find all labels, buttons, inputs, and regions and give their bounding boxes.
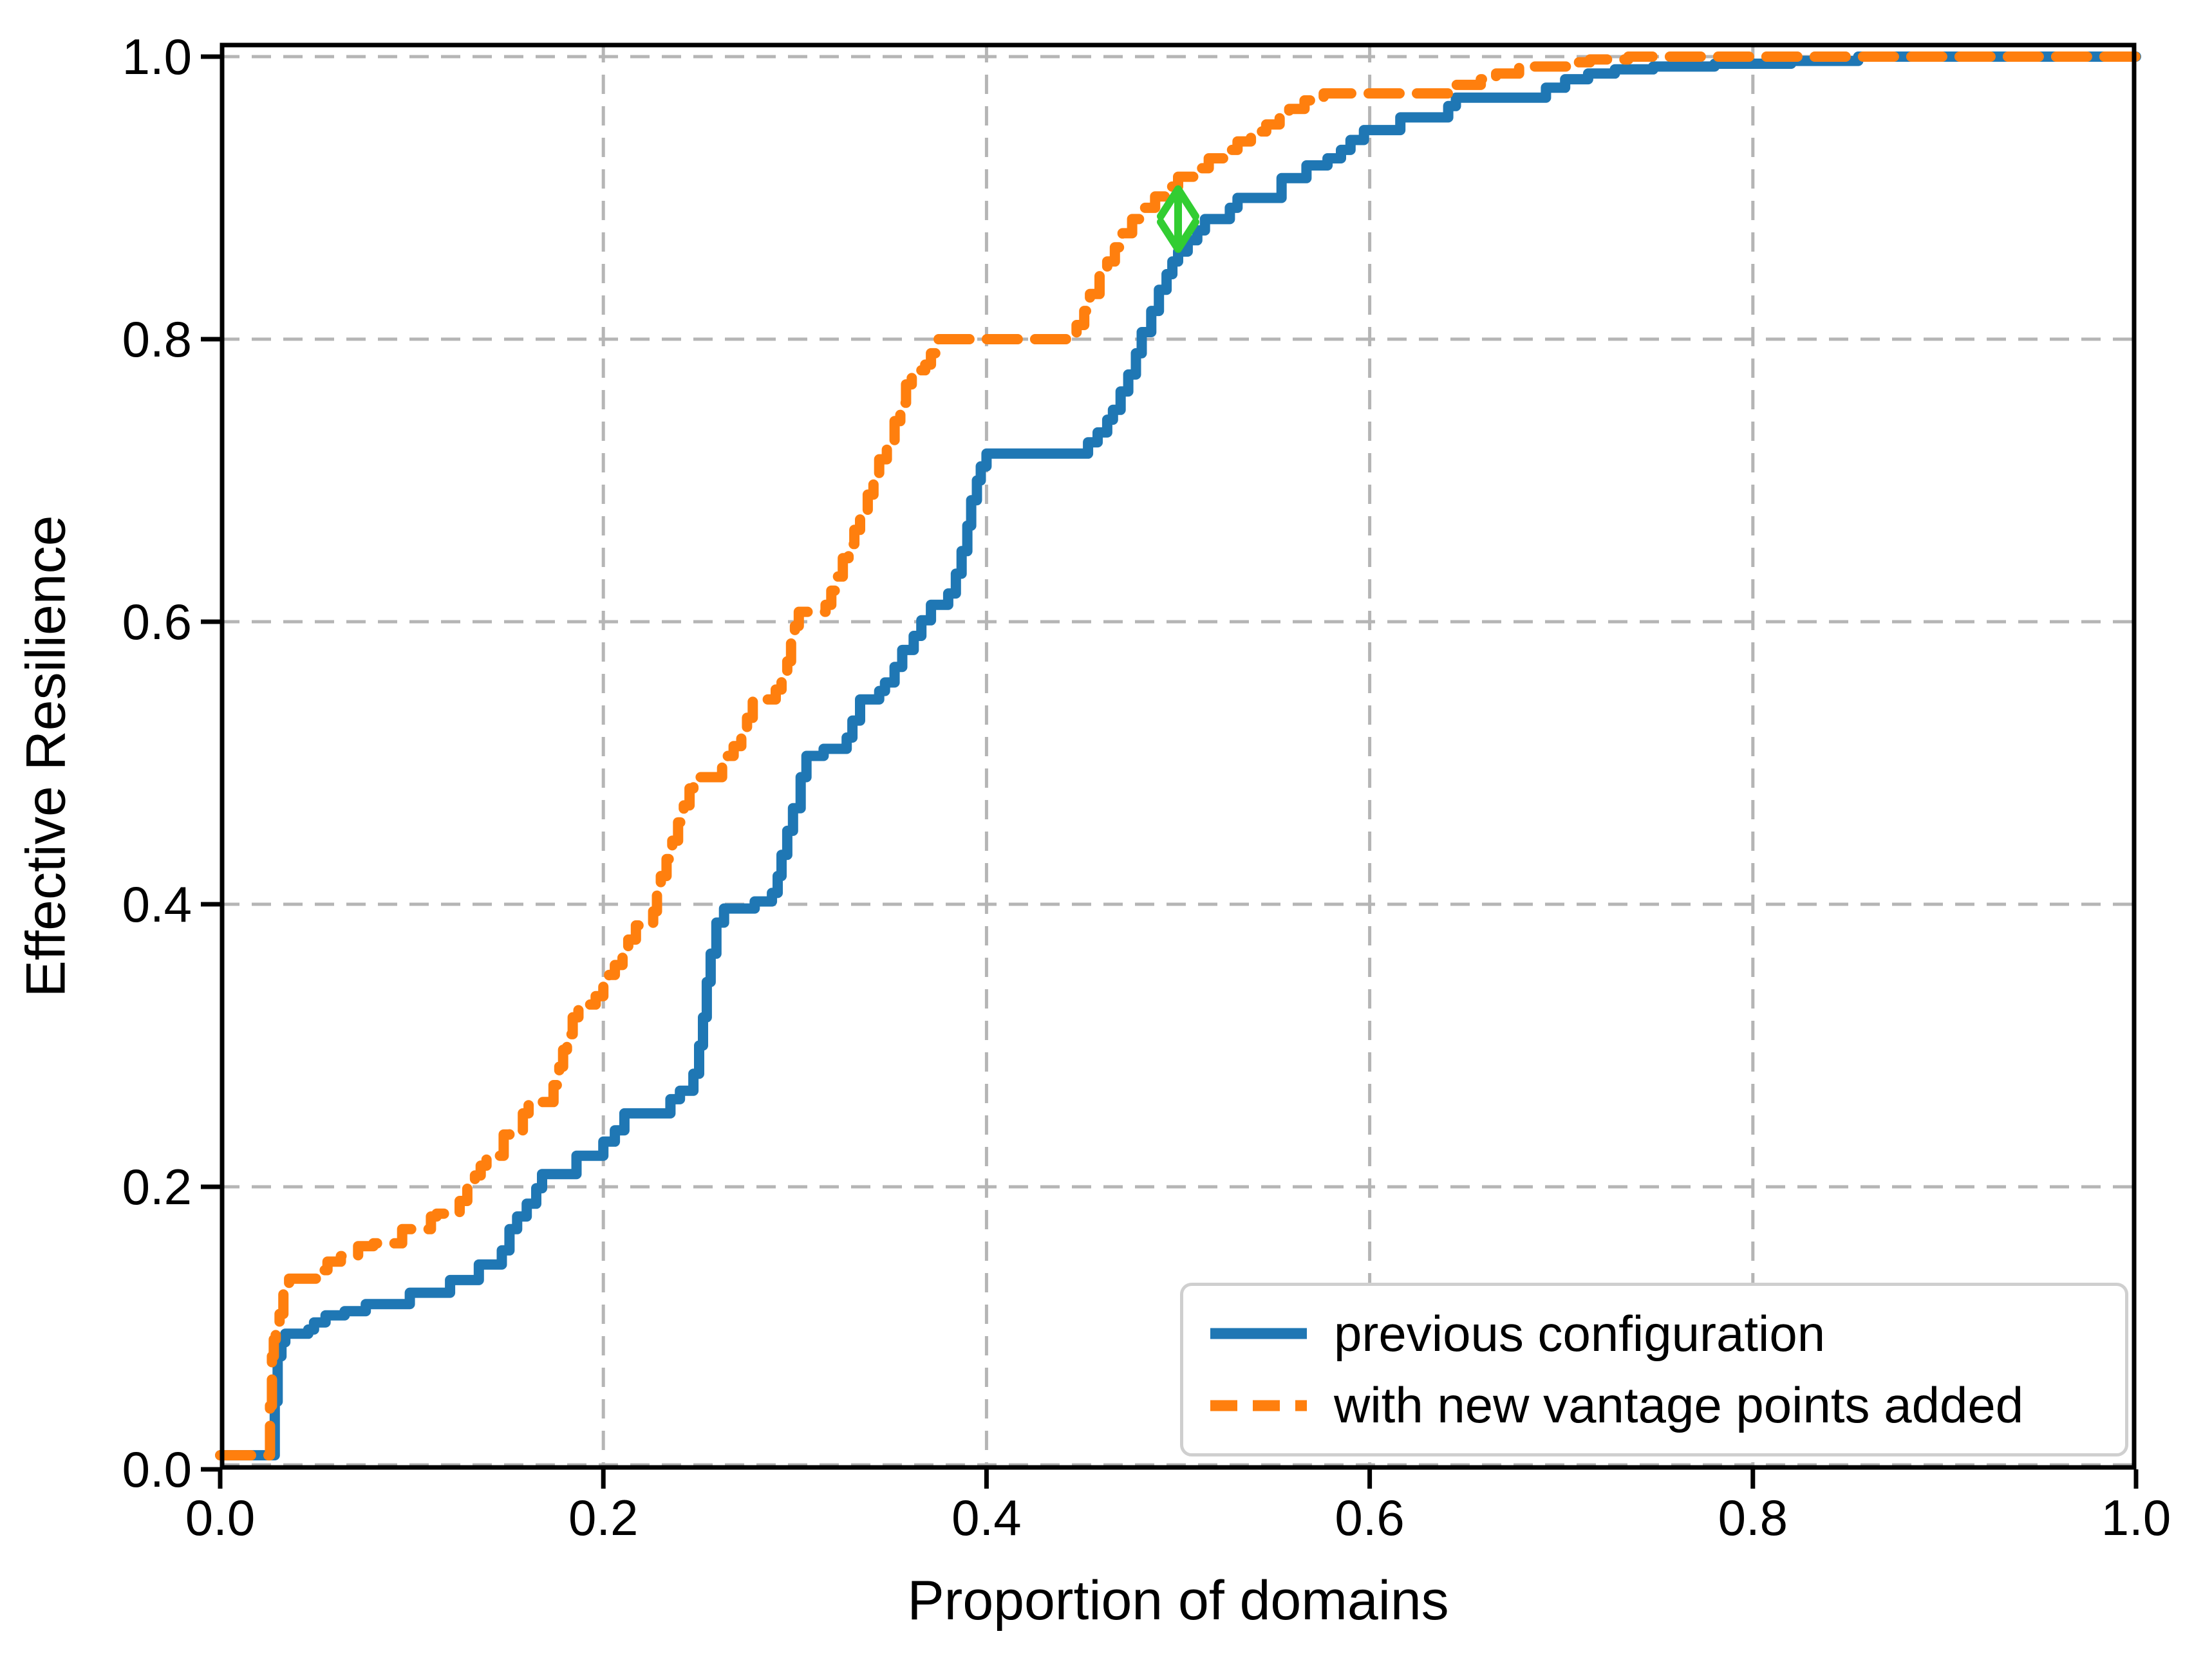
y-tick-label: 0.2 <box>122 1158 192 1215</box>
y-tick-label: 0.8 <box>122 311 192 367</box>
x-tick-label: 1.0 <box>2101 1489 2171 1546</box>
y-axis-label: Effective Resilience <box>15 515 77 998</box>
legend-label: with new vantage points added <box>1334 1377 2024 1434</box>
x-tick-label: 0.0 <box>185 1489 256 1546</box>
plot-canvas <box>201 42 2141 1489</box>
axes-box <box>220 42 2137 1470</box>
plot-area <box>201 42 2141 1489</box>
x-axis-label: Proportion of domains <box>907 1570 1449 1632</box>
y-tick-label: 0.6 <box>122 593 192 650</box>
x-tick-label: 0.6 <box>1335 1489 1405 1546</box>
legend-item-previous-configuration: previous configuration <box>1210 1305 2125 1363</box>
series-line-new-vantage-points <box>215 51 2141 1461</box>
x-tick-label: 0.8 <box>1718 1489 1788 1546</box>
legend-line-dashed <box>1210 1400 1307 1411</box>
legend-item-new-vantage-points: with new vantage points added <box>1210 1376 2125 1435</box>
x-tick-label: 0.2 <box>568 1489 639 1546</box>
x-tick-label: 0.4 <box>951 1489 1022 1546</box>
y-tick-label: 0.0 <box>122 1441 192 1498</box>
legend-label: previous configuration <box>1334 1305 1826 1362</box>
legend: previous configuration with new vantage … <box>1180 1283 2128 1456</box>
difference-arrow-icon <box>1157 185 1199 253</box>
legend-line-solid <box>1210 1328 1307 1339</box>
series-line-previous-configuration <box>215 51 2141 1461</box>
y-tick-label: 0.4 <box>122 876 192 933</box>
y-tick-label: 1.0 <box>122 28 192 85</box>
